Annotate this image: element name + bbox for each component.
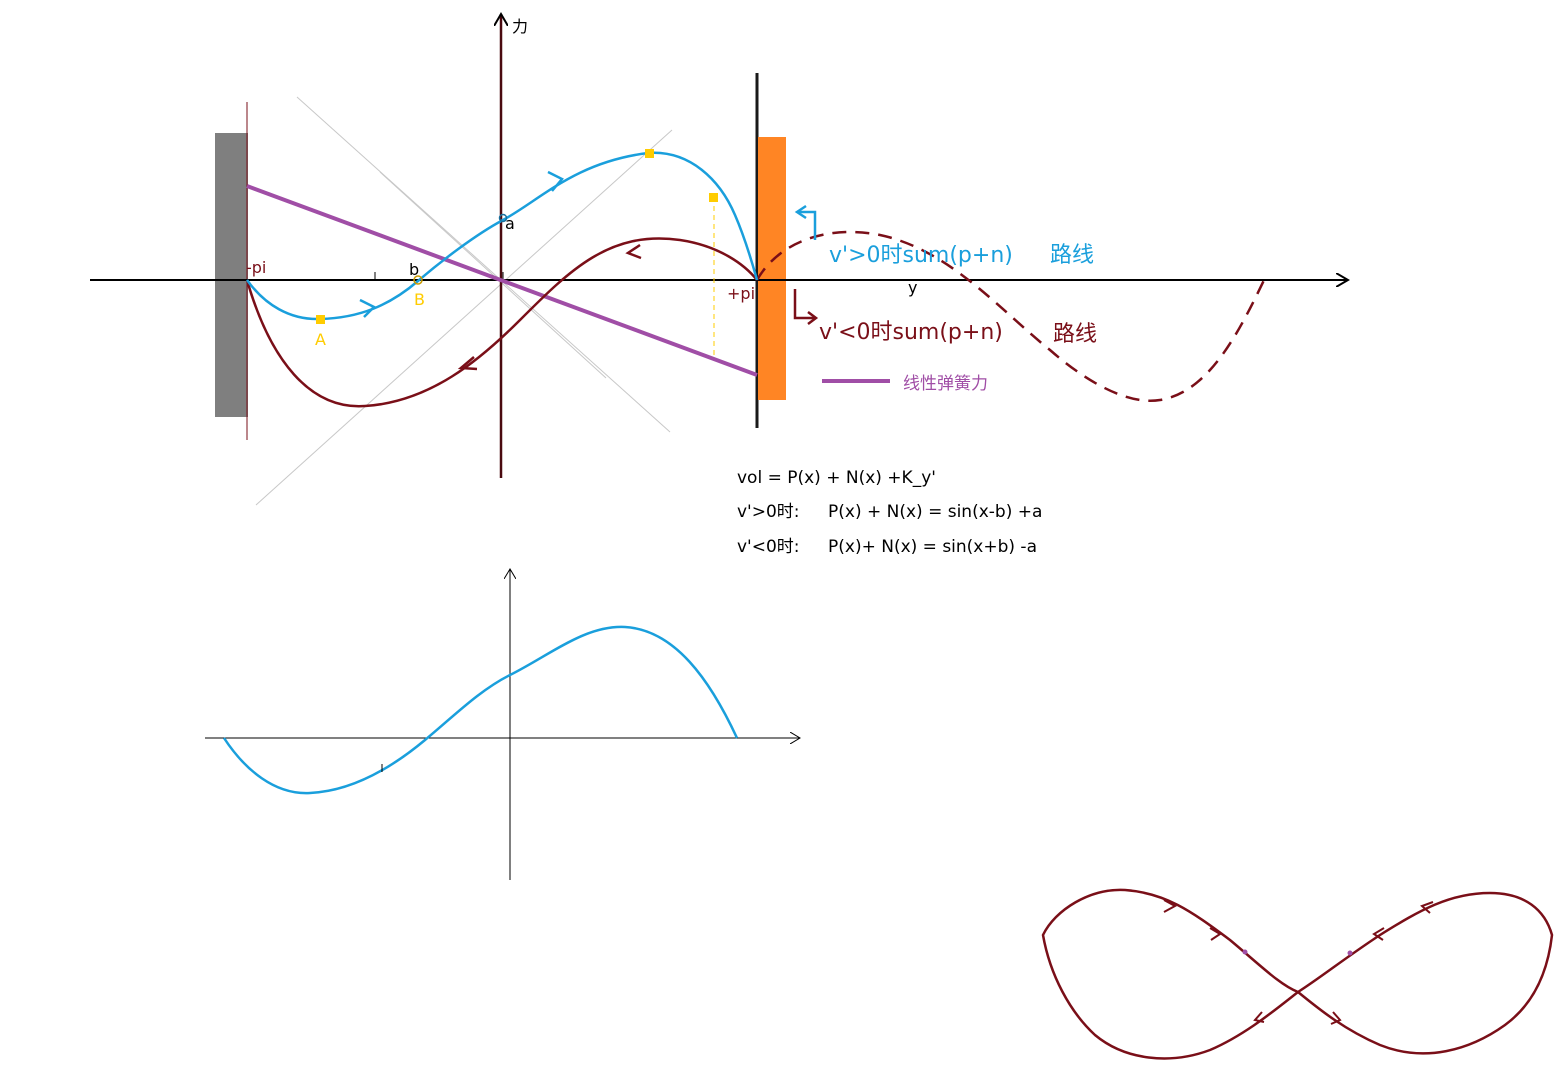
marker-right	[709, 193, 718, 202]
guide-diagonal-up	[255, 129, 673, 506]
formula-line2-condition: v'>0时:	[737, 502, 800, 522]
legend-positive-text: v'>0时sum(p+n)	[829, 243, 1013, 268]
x-axis-label: y	[908, 278, 917, 297]
arrow-chevron-icon	[625, 243, 642, 260]
spring-force-line	[246, 184, 758, 377]
right-wall	[758, 137, 786, 400]
arrow-chevron-icon	[1372, 927, 1385, 941]
guide-lines	[255, 96, 673, 506]
figure-eight-curve	[1041, 888, 1554, 1060]
formula-line2-equation: P(x) + N(x) = sin(x-b) +a	[828, 502, 1042, 522]
arrow-chevron-icon	[1253, 1011, 1265, 1023]
guide-diagonal-down	[296, 96, 671, 433]
legend-positive-route: 路线	[1050, 243, 1094, 268]
negative-curve-dashed	[755, 230, 1268, 402]
legend-negative-text: v'<0时sum(p+n)	[819, 320, 1003, 345]
point-a-label: a	[505, 214, 515, 233]
secondary-graph	[205, 569, 800, 880]
formula-line3-equation: P(x)+ N(x) = sin(x+b) -a	[828, 537, 1037, 557]
arrow-chevron-icon	[1420, 901, 1434, 914]
arrow-chevron-icon	[457, 356, 478, 371]
marker-B	[413, 275, 423, 285]
arrow-chevron-icon	[1330, 1011, 1342, 1025]
point-B-label: B	[414, 290, 425, 309]
secondary-curve	[222, 625, 739, 795]
point-A-label: A	[315, 330, 326, 349]
arrow-chevron-icon	[807, 311, 819, 325]
y-axis-label: 力	[512, 17, 528, 36]
negative-legend-arrow-icon	[793, 289, 815, 320]
purple-dot	[1242, 949, 1248, 955]
purple-dot	[1347, 950, 1353, 956]
left-wall	[215, 133, 248, 417]
marker-A	[316, 315, 325, 324]
legend-spring-label: 线性弹簧力	[903, 374, 988, 394]
arrow-chevron-icon	[1209, 927, 1222, 941]
left-wall-label: -pi	[246, 258, 266, 277]
marker-a	[498, 213, 508, 223]
arrow-chevron-icon	[794, 204, 807, 220]
formula-line1: vol = P(x) + N(x) +K_y'	[737, 468, 936, 488]
right-wall-label: +pi	[727, 284, 755, 303]
arrow-chevron-icon	[1163, 899, 1178, 913]
figure-eight-loop	[1041, 888, 1554, 1060]
legend-negative-route: 路线	[1053, 322, 1097, 347]
guide-diagonal-short	[379, 171, 607, 379]
point-b-label: b	[409, 260, 419, 279]
arrow-chevron-icon	[359, 298, 377, 318]
positive-legend-arrow-icon	[798, 210, 817, 240]
formula-line3-condition: v'<0时:	[737, 537, 800, 557]
arrow-chevron-icon	[547, 170, 564, 192]
negative-velocity-curve	[245, 237, 758, 408]
marker-peak	[645, 149, 654, 158]
